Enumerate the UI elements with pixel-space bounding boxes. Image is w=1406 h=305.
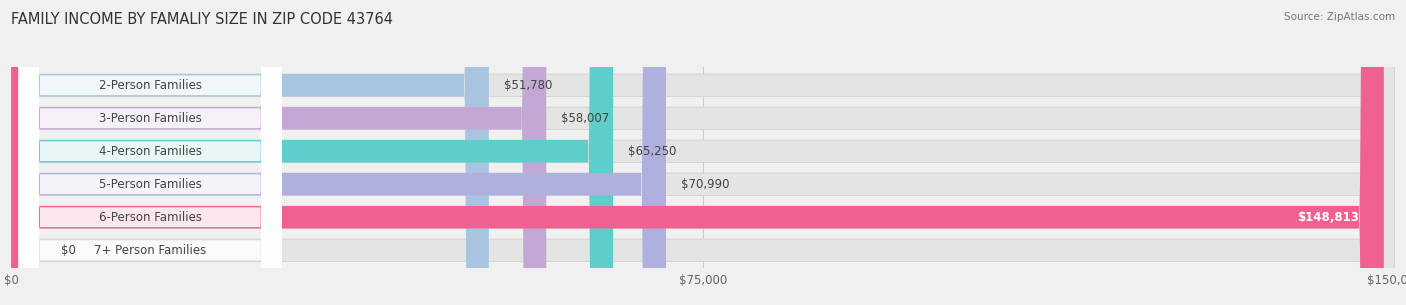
FancyBboxPatch shape (18, 0, 281, 305)
FancyBboxPatch shape (11, 0, 1395, 305)
FancyBboxPatch shape (11, 0, 489, 305)
FancyBboxPatch shape (11, 0, 1395, 305)
FancyBboxPatch shape (11, 0, 1384, 305)
Text: 5-Person Families: 5-Person Families (98, 178, 201, 191)
Text: 6-Person Families: 6-Person Families (98, 211, 201, 224)
FancyBboxPatch shape (11, 0, 1395, 305)
Text: $65,250: $65,250 (628, 145, 676, 158)
Text: 7+ Person Families: 7+ Person Families (94, 244, 207, 257)
FancyBboxPatch shape (11, 0, 1395, 305)
Text: $0: $0 (60, 244, 76, 257)
FancyBboxPatch shape (11, 0, 1395, 305)
FancyBboxPatch shape (18, 0, 281, 305)
FancyBboxPatch shape (11, 0, 1395, 305)
Text: 4-Person Families: 4-Person Families (98, 145, 201, 158)
FancyBboxPatch shape (11, 0, 613, 305)
FancyBboxPatch shape (18, 0, 281, 305)
Text: $148,813: $148,813 (1296, 211, 1360, 224)
Text: 3-Person Families: 3-Person Families (98, 112, 201, 125)
Text: Source: ZipAtlas.com: Source: ZipAtlas.com (1284, 12, 1395, 22)
Text: $58,007: $58,007 (561, 112, 609, 125)
FancyBboxPatch shape (11, 0, 666, 305)
Text: FAMILY INCOME BY FAMALIY SIZE IN ZIP CODE 43764: FAMILY INCOME BY FAMALIY SIZE IN ZIP COD… (11, 12, 394, 27)
Text: $70,990: $70,990 (681, 178, 730, 191)
FancyBboxPatch shape (11, 0, 547, 305)
Text: $51,780: $51,780 (503, 79, 553, 92)
Text: 2-Person Families: 2-Person Families (98, 79, 201, 92)
FancyBboxPatch shape (18, 0, 281, 305)
FancyBboxPatch shape (18, 0, 281, 305)
FancyBboxPatch shape (18, 0, 281, 305)
